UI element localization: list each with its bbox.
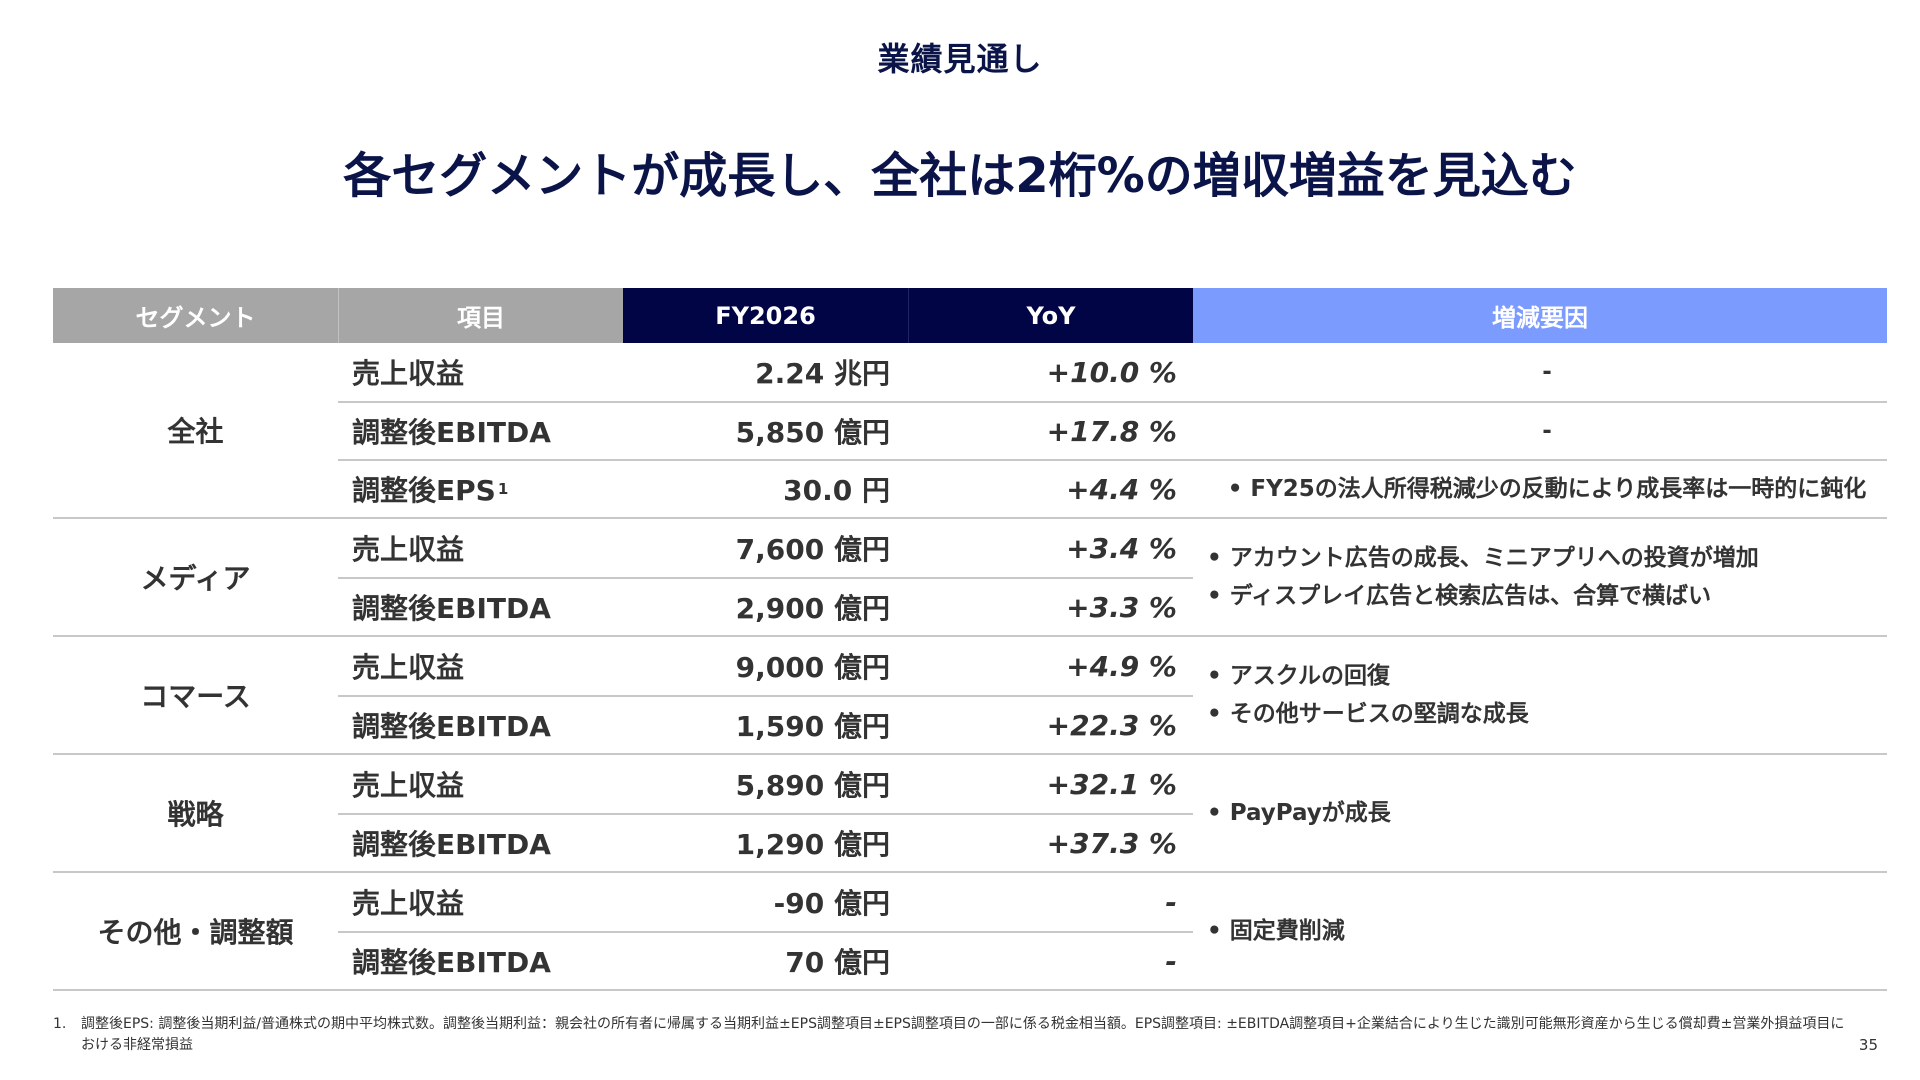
item-label: 調整後EBITDA	[352, 592, 551, 625]
segment-label: その他・調整額	[97, 916, 294, 949]
item-label: 売上収益	[352, 533, 465, 566]
factor-text: • ディスプレイ広告と検索広告は、合算で横ばい	[1207, 583, 1712, 609]
factor-text: -	[1542, 418, 1552, 444]
table-row: 売上収益 -90 億円 -	[338, 873, 1193, 931]
footnote-number: 1.	[53, 1016, 67, 1032]
table-row: 売上収益 9,000 億円 +4.9 %	[338, 637, 1193, 695]
segment-group-other: その他・調整額 売上収益 -90 億円 - 調整後EBITDA 70 億円 - …	[53, 873, 1887, 991]
column-header-fy2026: FY2026	[623, 288, 908, 343]
table-row: 調整後EBITDA 1,290 億円 +37.3 %	[338, 813, 1193, 871]
factor-cell: • FY25の法人所得税減少の反動により成長率は一時的に鈍化	[1193, 461, 1887, 517]
factor-cell: -	[1193, 343, 1887, 401]
column-header-item: 項目	[338, 288, 623, 343]
column-header-segment: セグメント	[53, 288, 338, 343]
table-row: 調整後EPS 1 30.0 円 +4.4 % • FY25の法人所得税減少の反動に…	[338, 459, 1887, 517]
factor-text: • 固定費削減	[1207, 918, 1345, 944]
table-row: 売上収益 7,600 億円 +3.4 %	[338, 519, 1193, 577]
factor-text: • PayPayが成長	[1207, 800, 1391, 826]
footnote-text: 調整後EPS: 調整後当期利益/普通株式の期中平均株式数。調整後当期利益：親会社…	[81, 1016, 1845, 1053]
factor-text: • FY25の法人所得税減少の反動により成長率は一時的に鈍化	[1227, 476, 1867, 502]
factor-cell: • アスクルの回復 • その他サービスの堅調な成長	[1193, 637, 1887, 753]
footnote: 1. 調整後EPS: 調整後当期利益/普通株式の期中平均株式数。調整後当期利益：…	[53, 1014, 1853, 1056]
footnote-marker: 1	[497, 480, 509, 498]
yoy-cell: +10.0 %	[1046, 355, 1177, 389]
column-header-yoy: YoY	[908, 288, 1193, 343]
table-header: セグメント 項目 FY2026 YoY 増減要因	[53, 288, 1887, 343]
segment-group-commerce: コマース 売上収益 9,000 億円 +4.9 % 調整後EBITDA 1,59…	[53, 637, 1887, 755]
table-row: 調整後EBITDA 2,900 億円 +3.3 %	[338, 577, 1193, 635]
value-cell: 1,590 億円	[735, 710, 890, 743]
item-label: 調整後EBITDA	[352, 416, 551, 449]
factor-text: • アカウント広告の成長、ミニアプリへの投資が増加	[1207, 545, 1759, 571]
yoy-cell: +4.9 %	[1066, 649, 1177, 683]
yoy-cell: +3.4 %	[1066, 531, 1177, 565]
section-label: 業績見通し	[877, 40, 1043, 78]
yoy-cell: +32.1 %	[1046, 767, 1177, 801]
factor-text: • その他サービスの堅調な成長	[1207, 701, 1529, 727]
value-cell: 5,850 億円	[735, 416, 890, 449]
value-cell: 30.0 円	[783, 474, 890, 507]
yoy-cell: +4.4 %	[1066, 472, 1177, 506]
item-label-text: 調整後EPS	[352, 474, 496, 507]
value-cell: 2,900 億円	[735, 592, 890, 625]
factor-cell: -	[1193, 403, 1887, 459]
item-label: 売上収益	[352, 651, 465, 684]
item-label: 売上収益	[352, 357, 465, 390]
item-label: 売上収益	[352, 769, 465, 802]
table-row: 調整後EBITDA 1,590 億円 +22.3 %	[338, 695, 1193, 753]
item-label: 調整後EBITDA	[352, 710, 551, 743]
factor-cell: • アカウント広告の成長、ミニアプリへの投資が増加 • ディスプレイ広告と検索広…	[1193, 519, 1887, 635]
value-cell: -90 億円	[773, 887, 890, 920]
table-row: 調整後EBITDA 70 億円 -	[338, 931, 1193, 989]
value-cell: 2.24 兆円	[755, 357, 890, 390]
yoy-cell: +17.8 %	[1046, 414, 1177, 448]
item-label: 売上収益	[352, 887, 465, 920]
table-row: 売上収益 2.24 兆円 +10.0 % -	[338, 343, 1887, 401]
value-cell: 5,890 億円	[735, 769, 890, 802]
segment-group-strategic: 戦略 売上収益 5,890 億円 +32.1 % 調整後EBITDA 1,290…	[53, 755, 1887, 873]
table-row: 売上収益 5,890 億円 +32.1 %	[338, 755, 1193, 813]
forecast-table: セグメント 項目 FY2026 YoY 増減要因 全社 売上収益 2.24 兆円…	[53, 288, 1887, 991]
table-row: 調整後EBITDA 5,850 億円 +17.8 % -	[338, 401, 1887, 459]
value-cell: 70 億円	[785, 946, 890, 979]
yoy-cell: +3.3 %	[1066, 590, 1177, 624]
factor-text: -	[1542, 359, 1552, 385]
segment-label: 全社	[167, 415, 224, 448]
yoy-cell: -	[1165, 885, 1177, 919]
factor-cell: • PayPayが成長	[1193, 755, 1887, 871]
factor-cell: • 固定費削減	[1193, 873, 1887, 989]
item-label: 調整後EBITDA	[352, 946, 551, 979]
yoy-cell: -	[1165, 944, 1177, 978]
page-headline: 各セグメントが成長し、全社は2桁%の増収増益を見込む	[343, 148, 1577, 204]
item-label: 調整後EBITDA	[352, 828, 551, 861]
segment-group-company: 全社 売上収益 2.24 兆円 +10.0 % - 調整後EBITDA 5,85…	[53, 343, 1887, 519]
item-label: 調整後EPS 1	[338, 461, 623, 517]
segment-group-media: メディア 売上収益 7,600 億円 +3.4 % 調整後EBITDA 2,90…	[53, 519, 1887, 637]
value-cell: 7,600 億円	[735, 533, 890, 566]
factor-text: • アスクルの回復	[1207, 663, 1391, 689]
segment-label: メディア	[140, 562, 251, 595]
value-cell: 9,000 億円	[735, 651, 890, 684]
yoy-cell: +22.3 %	[1046, 708, 1177, 742]
segment-label: コマース	[140, 680, 251, 713]
column-header-factors: 増減要因	[1193, 288, 1887, 343]
value-cell: 1,290 億円	[735, 828, 890, 861]
yoy-cell: +37.3 %	[1046, 826, 1177, 860]
segment-label: 戦略	[167, 798, 224, 831]
page-number: 35	[1858, 1036, 1878, 1054]
